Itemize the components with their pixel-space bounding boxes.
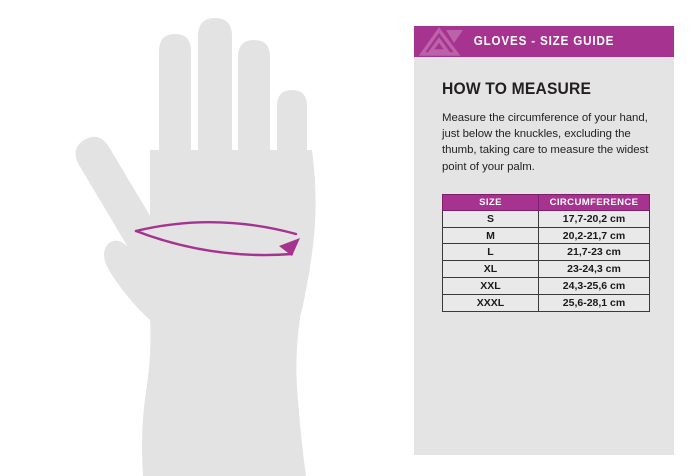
panel-header: GLOVES - SIZE GUIDE xyxy=(414,26,674,57)
size-table-head: SIZE CIRCUMFERENCE xyxy=(442,193,650,211)
hand-illustration xyxy=(75,18,316,476)
table-row: S 17,7-20,2 cm xyxy=(442,209,650,228)
measure-arrow xyxy=(134,220,300,257)
cell-size: M xyxy=(442,226,539,245)
cell-circumference: 20,2-21,7 cm xyxy=(538,226,650,245)
cell-circumference: 24,3-25,6 cm xyxy=(538,277,650,295)
cell-size: S xyxy=(442,209,539,228)
panel-title: GLOVES - SIZE GUIDE xyxy=(473,34,615,48)
table-row: XL 23-24,3 cm xyxy=(442,260,650,278)
hand-silhouette xyxy=(75,18,316,476)
column-header-circumference: CIRCUMFERENCE xyxy=(538,193,650,211)
table-row: XXL 24,3-25,6 cm xyxy=(442,277,650,295)
cell-circumference: 17,7-20,2 cm xyxy=(538,209,650,228)
cell-circumference: 21,7-23 cm xyxy=(538,243,650,262)
table-row: M 20,2-21,7 cm xyxy=(442,226,650,245)
size-table-body: S 17,7-20,2 cm M 20,2-21,7 cm L 21,7-23 … xyxy=(442,209,650,312)
table-header-row: SIZE CIRCUMFERENCE xyxy=(442,193,650,211)
panel-body: HOW TO MEASURE Measure the circumference… xyxy=(414,57,674,312)
info-panel: GLOVES - SIZE GUIDE HOW TO MEASURE Measu… xyxy=(414,26,674,455)
cell-size: XXL xyxy=(442,277,539,295)
table-row: XXXL 25,6-28,1 cm xyxy=(442,293,650,312)
size-table: SIZE CIRCUMFERENCE S 17,7-20,2 cm M 20,2… xyxy=(442,193,650,312)
cell-size: XL xyxy=(442,260,539,278)
cell-circumference: 23-24,3 cm xyxy=(538,260,650,278)
cell-size: XXXL xyxy=(442,293,539,312)
cell-circumference: 25,6-28,1 cm xyxy=(538,293,650,312)
how-to-measure-description: Measure the circumference of your hand, … xyxy=(442,112,649,173)
brand-a-logo xyxy=(418,27,463,56)
how-to-measure-heading: HOW TO MEASURE xyxy=(442,79,592,98)
column-header-size: SIZE xyxy=(442,193,539,211)
cell-size: L xyxy=(442,243,539,262)
size-table-wrapper: SIZE CIRCUMFERENCE S 17,7-20,2 cm M 20,2… xyxy=(442,193,650,312)
table-row: L 21,7-23 cm xyxy=(442,243,650,262)
